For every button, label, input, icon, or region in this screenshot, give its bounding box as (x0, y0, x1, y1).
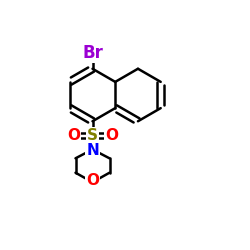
Text: N: N (86, 143, 99, 158)
Text: S: S (87, 128, 98, 143)
Text: O: O (105, 128, 118, 143)
Text: O: O (67, 128, 80, 143)
Text: Br: Br (82, 44, 103, 62)
Text: O: O (86, 173, 99, 188)
